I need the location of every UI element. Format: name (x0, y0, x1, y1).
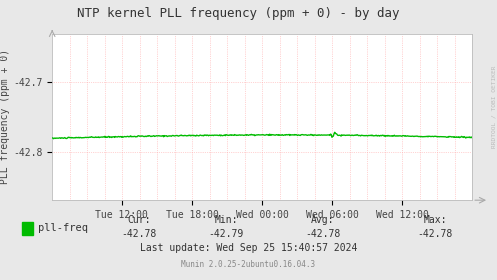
Text: pll-freq: pll-freq (38, 223, 88, 233)
Text: NTP kernel PLL frequency (ppm + 0) - by day: NTP kernel PLL frequency (ppm + 0) - by … (78, 7, 400, 20)
Y-axis label: PLL frequency (ppm + 0): PLL frequency (ppm + 0) (0, 49, 10, 185)
Text: -42.78: -42.78 (306, 229, 340, 239)
Text: RRDTOOL / TOBI OETIKER: RRDTOOL / TOBI OETIKER (491, 65, 496, 148)
Text: Max:: Max: (423, 215, 447, 225)
Text: -42.79: -42.79 (209, 229, 244, 239)
Text: Munin 2.0.25-2ubuntu0.16.04.3: Munin 2.0.25-2ubuntu0.16.04.3 (181, 260, 316, 269)
Text: -42.78: -42.78 (417, 229, 452, 239)
Text: Last update: Wed Sep 25 15:40:57 2024: Last update: Wed Sep 25 15:40:57 2024 (140, 243, 357, 253)
Text: Avg:: Avg: (311, 215, 335, 225)
Text: Min:: Min: (214, 215, 238, 225)
Text: -42.78: -42.78 (122, 229, 157, 239)
Text: Cur:: Cur: (127, 215, 151, 225)
